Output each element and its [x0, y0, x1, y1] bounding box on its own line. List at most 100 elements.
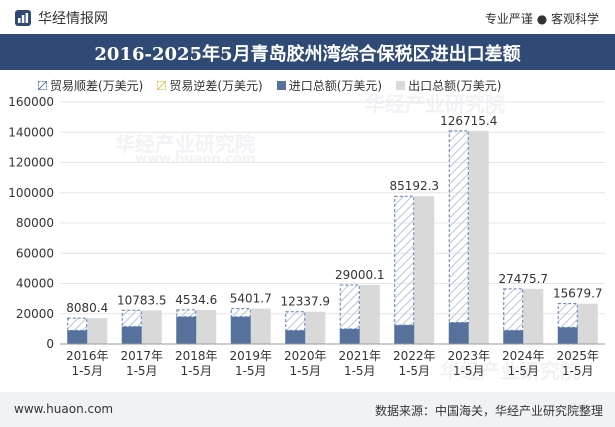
- chart-legend: 贸易顺差(万美元) 贸易逆差(万美元) 进口总额(万美元) 出口总额(万美元): [38, 76, 598, 94]
- legend-label-export: 出口总额(万美元): [408, 78, 502, 93]
- x-tick-label: 1-5月: [453, 364, 485, 378]
- import-bar: [121, 326, 142, 344]
- legend-item-deficit: 贸易逆差(万美元): [157, 77, 263, 94]
- brand-name: 华经情报网: [38, 11, 108, 27]
- x-tick-label: 2025年: [556, 349, 599, 363]
- export-bar: [468, 130, 489, 344]
- legend-item-import: 进口总额(万美元): [276, 77, 383, 94]
- x-tick-label: 1-5月: [71, 364, 103, 378]
- surplus-bar: [230, 308, 251, 318]
- x-axis-ticks: 2016年1-5月2017年1-5月2018年1-5月2019年1-5月2020…: [66, 349, 599, 378]
- import-bar: [448, 322, 469, 344]
- surplus-bar: [67, 317, 88, 331]
- watermark: www.huaon.com: [135, 152, 256, 167]
- data-label: 27475.7: [498, 272, 548, 286]
- x-tick-label: 1-5月: [398, 364, 430, 378]
- x-tick-label: 2021年: [338, 349, 381, 363]
- footer-source: 数据来源：中国海关，华经产业研究院整理: [374, 404, 603, 418]
- data-label: 5401.7: [230, 292, 272, 306]
- y-tick-label: 60000: [16, 246, 54, 260]
- surplus-bar: [176, 309, 197, 318]
- x-tick-label: 2022年: [393, 349, 436, 363]
- export-bar: [577, 303, 598, 344]
- y-tick-label: 0: [46, 337, 54, 351]
- watermark: 华经产业研究院: [365, 92, 505, 116]
- tagline: 专业严谨 ● 客观科学: [484, 12, 599, 26]
- export-bar: [250, 308, 271, 344]
- watermark: 华经产业研究院: [440, 359, 580, 383]
- import-bar: [394, 325, 415, 344]
- x-tick-label: 2019年: [229, 349, 272, 363]
- chart-title: 2016-2025年5月青岛胶州湾综合保税区进出口差额: [94, 44, 521, 65]
- x-tick-label: 2020年: [284, 349, 327, 363]
- x-tick-label: 2023年: [447, 349, 490, 363]
- x-tick-label: 1-5月: [562, 364, 594, 378]
- surplus-bar: [121, 309, 142, 328]
- import-bar: [557, 327, 578, 344]
- data-label: 29000.1: [335, 268, 385, 282]
- y-tick-label: 40000: [16, 277, 54, 291]
- y-tick-label: 100000: [8, 186, 54, 200]
- export-bar: [141, 310, 162, 344]
- x-tick-label: 1-5月: [126, 364, 158, 378]
- import-bar: [285, 330, 306, 344]
- x-tick-label: 2017年: [120, 349, 163, 363]
- x-tick-label: 2024年: [502, 349, 545, 363]
- y-tick-label: 160000: [8, 95, 54, 109]
- export-bar: [196, 309, 217, 344]
- bars-layer: [67, 130, 598, 344]
- title-bar: 2016-2025年5月青岛胶州湾综合保税区进出口差额: [0, 34, 615, 70]
- import-bar: [339, 328, 360, 344]
- chart-canvas: 0 20000 40000 60000 80000 100000 120000 140000 1…: [8, 95, 605, 378]
- brand[interactable]: 华经情报网: [14, 8, 108, 28]
- surplus-bar: [557, 303, 578, 328]
- x-tick-label: 1-5月: [235, 364, 267, 378]
- export-bar: [87, 318, 108, 344]
- y-axis-ticks: 0 20000 40000 60000 80000 100000 120000 140000 1…: [8, 95, 54, 351]
- y-tick-label: 80000: [16, 216, 54, 230]
- data-label: 4534.6: [175, 293, 217, 307]
- x-tick-label: 1-5月: [180, 364, 212, 378]
- data-label: 10783.5: [117, 293, 167, 307]
- surplus-bar: [339, 284, 360, 330]
- footer-site-link[interactable]: www.huaon.com: [14, 402, 114, 416]
- x-tick-label: 1-5月: [344, 364, 376, 378]
- brand-logo-icon: [15, 10, 31, 26]
- legend-swatch-deficit-icon: [157, 80, 167, 90]
- legend-swatch-import-icon: [276, 80, 286, 90]
- y-tick-label: 20000: [16, 307, 54, 321]
- legend-item-surplus: 贸易顺差(万美元): [38, 77, 143, 94]
- watermark: 华经产业研究院: [115, 132, 255, 156]
- data-label: 85192.3: [389, 179, 439, 193]
- data-label: 126715.4: [440, 114, 497, 128]
- export-bar: [523, 288, 544, 344]
- legend-swatch-export-icon: [396, 80, 406, 90]
- surplus-bar: [285, 311, 306, 331]
- x-tick-label: 2016年: [66, 349, 109, 363]
- x-tick-label: 2018年: [175, 349, 218, 363]
- export-bar: [305, 311, 326, 344]
- legend-item-export: 出口总额(万美元): [396, 77, 502, 94]
- data-label: 12337.9: [280, 295, 330, 309]
- legend-label-import: 进口总额(万美元): [288, 78, 383, 93]
- import-bar: [67, 330, 88, 344]
- x-tick-label: 1-5月: [507, 364, 539, 378]
- x-tick-label: 1-5月: [289, 364, 321, 378]
- data-label: 8080.4: [66, 301, 108, 315]
- export-bar: [414, 196, 435, 344]
- surplus-bar: [394, 195, 415, 326]
- import-bar: [503, 330, 524, 344]
- import-bar: [230, 316, 251, 344]
- legend-label-surplus: 贸易顺差(万美元): [50, 78, 144, 93]
- y-grid: [60, 101, 605, 315]
- top-bar: 华经情报网 专业严谨 ● 客观科学: [0, 0, 615, 34]
- export-bar: [359, 285, 380, 344]
- data-labels-layer: 8080.4 10783.5 4534.6 5401.7 12337.9 29000.1 8…: [66, 114, 602, 315]
- footer-bar: www.huaon.com 数据来源：中国海关，华经产业研究院整理: [0, 392, 615, 427]
- y-tick-label: 120000: [8, 156, 54, 170]
- surplus-bar: [448, 130, 469, 324]
- y-tick-label: 140000: [8, 125, 54, 139]
- surplus-bar: [503, 288, 524, 331]
- legend-swatch-surplus-icon: [38, 80, 47, 90]
- data-label: 15679.7: [553, 287, 603, 301]
